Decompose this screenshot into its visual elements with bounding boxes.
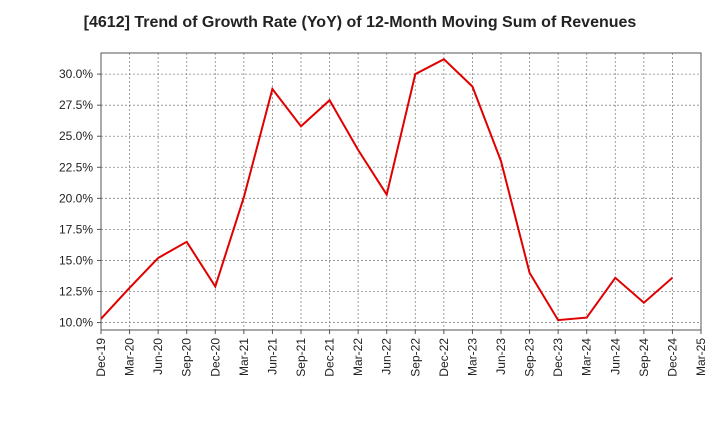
x-tick-label: Jun-24 bbox=[608, 338, 622, 375]
x-tick-label: Jun-21 bbox=[265, 338, 279, 375]
x-tick-label: Jun-23 bbox=[494, 338, 508, 375]
x-tick-label: Sep-22 bbox=[408, 338, 422, 377]
x-tick-label: Mar-22 bbox=[351, 338, 365, 376]
y-tick-label: 30.0% bbox=[59, 67, 93, 81]
y-tick-label: 17.5% bbox=[59, 222, 93, 236]
plot-border bbox=[100, 52, 702, 331]
x-tick-label: Jun-22 bbox=[380, 338, 394, 375]
x-tick-label: Dec-21 bbox=[323, 338, 337, 377]
y-tick-label: 25.0% bbox=[59, 129, 93, 143]
chart-title: [4612] Trend of Growth Rate (YoY) of 12-… bbox=[83, 14, 637, 31]
series-line bbox=[100, 57, 674, 322]
x-tick-label: Mar-24 bbox=[580, 338, 594, 376]
x-tick-label: Mar-25 bbox=[694, 338, 708, 376]
x-tick-label: Sep-23 bbox=[523, 338, 537, 377]
x-tick-label: Dec-22 bbox=[437, 338, 451, 377]
x-tick-label: Mar-23 bbox=[465, 338, 479, 376]
x-tick-label: Jun-20 bbox=[151, 338, 165, 375]
x-tick-label: Sep-20 bbox=[180, 338, 194, 377]
x-tick-label: Dec-24 bbox=[665, 338, 679, 377]
y-tick-label: 10.0% bbox=[59, 316, 93, 330]
y-tick-label: 22.5% bbox=[59, 160, 93, 174]
x-tick-label: Dec-23 bbox=[551, 338, 565, 377]
x-tick-label: Dec-19 bbox=[94, 338, 108, 377]
y-tick-label: 20.0% bbox=[59, 191, 93, 205]
x-tick-label: Mar-20 bbox=[123, 338, 137, 376]
y-tick-label: 12.5% bbox=[59, 284, 93, 298]
y-tick-label: 15.0% bbox=[59, 253, 93, 267]
x-tick-label: Dec-20 bbox=[208, 338, 222, 377]
x-tick-label: Mar-21 bbox=[237, 338, 251, 376]
x-tick-label: Sep-24 bbox=[637, 338, 651, 377]
plot-area bbox=[101, 53, 701, 330]
y-tick-label: 27.5% bbox=[59, 98, 93, 112]
x-tick-label: Sep-21 bbox=[294, 338, 308, 377]
